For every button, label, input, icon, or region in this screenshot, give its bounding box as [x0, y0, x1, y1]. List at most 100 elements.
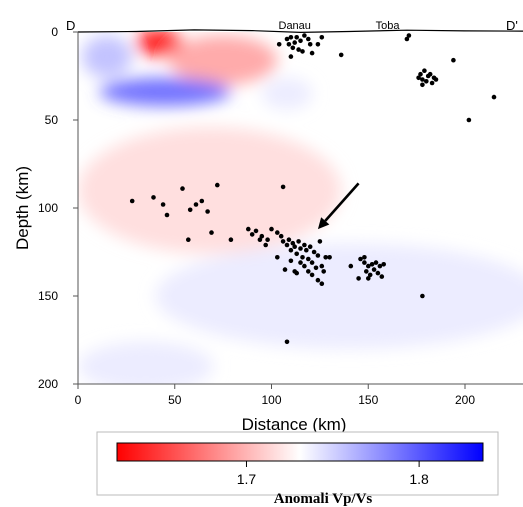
earthquake-point: [315, 42, 321, 47]
earthquake-point: [294, 35, 300, 40]
earthquake-point: [249, 232, 255, 237]
earthquake-point: [466, 117, 472, 123]
earthquake-point: [313, 265, 319, 271]
earthquake-point: [296, 47, 301, 52]
y-axis-title: Depth (km): [13, 166, 32, 250]
earthquake-point: [186, 237, 191, 242]
earthquake-point: [356, 276, 361, 281]
earthquake-point: [290, 45, 296, 51]
earthquake-point: [307, 42, 313, 47]
anomaly-field: [78, 32, 523, 384]
earthquake-point: [228, 237, 234, 242]
anomaly-blob-6: [155, 243, 523, 349]
annotation-arrow-head: [317, 217, 330, 230]
earthquake-point: [265, 237, 270, 242]
earthquake-point: [280, 239, 286, 244]
earthquake-point: [205, 209, 210, 214]
place-label-toba: Toba: [376, 20, 401, 32]
earthquake-point: [327, 254, 332, 260]
anomaly-blob-2: [81, 35, 133, 78]
colorbar: 1.7 1.8 Anomali Vp/Vs: [96, 431, 499, 507]
earthquake-point: [319, 35, 325, 40]
earthquake-point: [246, 226, 251, 232]
earthquake-point: [358, 256, 363, 262]
x-tick-label: 100: [261, 393, 281, 407]
earthquake-point: [429, 80, 435, 86]
earthquake-point: [420, 82, 425, 88]
earthquake-point: [377, 263, 383, 269]
y-axis-ticks: 0 50 100 150 200: [38, 25, 78, 391]
earthquake-point: [263, 242, 269, 248]
earthquake-point: [362, 254, 367, 260]
earthquake-point: [215, 182, 220, 188]
plot-area: [77, 29, 523, 384]
earthquake-point: [427, 71, 433, 77]
earthquake-point: [292, 269, 298, 274]
anomaly-blob-4: [261, 77, 313, 110]
earthquake-point: [369, 262, 375, 267]
earthquake-point: [193, 202, 199, 207]
earthquake-point: [323, 254, 329, 260]
earthquake-point: [278, 233, 284, 239]
earthquake-point: [284, 36, 290, 42]
earthquake-point: [259, 233, 265, 239]
earthquake-point: [309, 272, 315, 278]
earthquake-point: [306, 36, 311, 42]
colorbar-tick-label: 1.7: [237, 471, 257, 487]
earthquake-point: [129, 198, 135, 204]
earthquake-point: [294, 251, 300, 257]
earthquake-point: [379, 274, 385, 279]
anomaly-blob-1: [168, 35, 278, 85]
earthquake-point: [300, 49, 305, 54]
earthquake-point: [164, 212, 170, 218]
annotation-arrow: [324, 182, 360, 222]
colorbar-frame: [96, 431, 499, 496]
earthquake-point: [338, 52, 344, 58]
earthquake-point: [491, 94, 497, 100]
earthquake-point: [375, 270, 381, 276]
earthquake-point: [275, 230, 280, 235]
earthquake-point: [319, 263, 325, 269]
earthquake-point: [406, 33, 412, 38]
earthquake-point: [288, 35, 294, 40]
earthquake-point: [288, 258, 294, 264]
earthquake-point: [269, 226, 274, 232]
colorbar-title: Anomali Vp/Vs: [274, 491, 373, 507]
earthquake-point: [416, 75, 421, 81]
earthquake-point: [422, 68, 427, 73]
earthquake-point: [296, 239, 301, 244]
earthquake-point: [151, 195, 156, 200]
earthquake-point: [364, 269, 369, 274]
earthquake-point: [253, 228, 259, 234]
earthquake-point: [451, 57, 456, 63]
earthquake-point: [302, 242, 307, 248]
x-tick-label: 150: [358, 393, 378, 407]
earthquake-point: [348, 263, 354, 269]
earthquake-point: [302, 33, 307, 38]
x-tick-label: 200: [455, 393, 475, 407]
earthquake-point: [306, 256, 311, 262]
profile-start-label: D: [66, 18, 75, 33]
earthquake-point: [298, 246, 303, 251]
y-tick-label: 200: [38, 377, 58, 391]
earthquake-point: [199, 198, 205, 204]
earthquake-point: [187, 207, 193, 213]
earthquake-point: [418, 71, 423, 77]
earthquake-point: [282, 267, 288, 272]
y-tick-label: 100: [38, 201, 58, 215]
earthquake-point: [298, 260, 303, 265]
earthquake-point: [373, 260, 379, 265]
earthquake-point: [284, 242, 290, 248]
earthquake-point: [292, 244, 298, 249]
earthquake-point: [284, 339, 290, 345]
earthquake-point: [209, 230, 214, 235]
earthquake-point: [290, 240, 296, 246]
x-axis-ticks: 0 50 100 150 200: [75, 384, 475, 407]
earthquake-point: [366, 263, 371, 269]
earthquake-point: [298, 38, 303, 44]
earthquake-point: [321, 269, 327, 274]
y-tick-label: 50: [45, 113, 59, 127]
earthquake-point: [292, 40, 298, 45]
y-tick-label: 0: [51, 25, 58, 39]
